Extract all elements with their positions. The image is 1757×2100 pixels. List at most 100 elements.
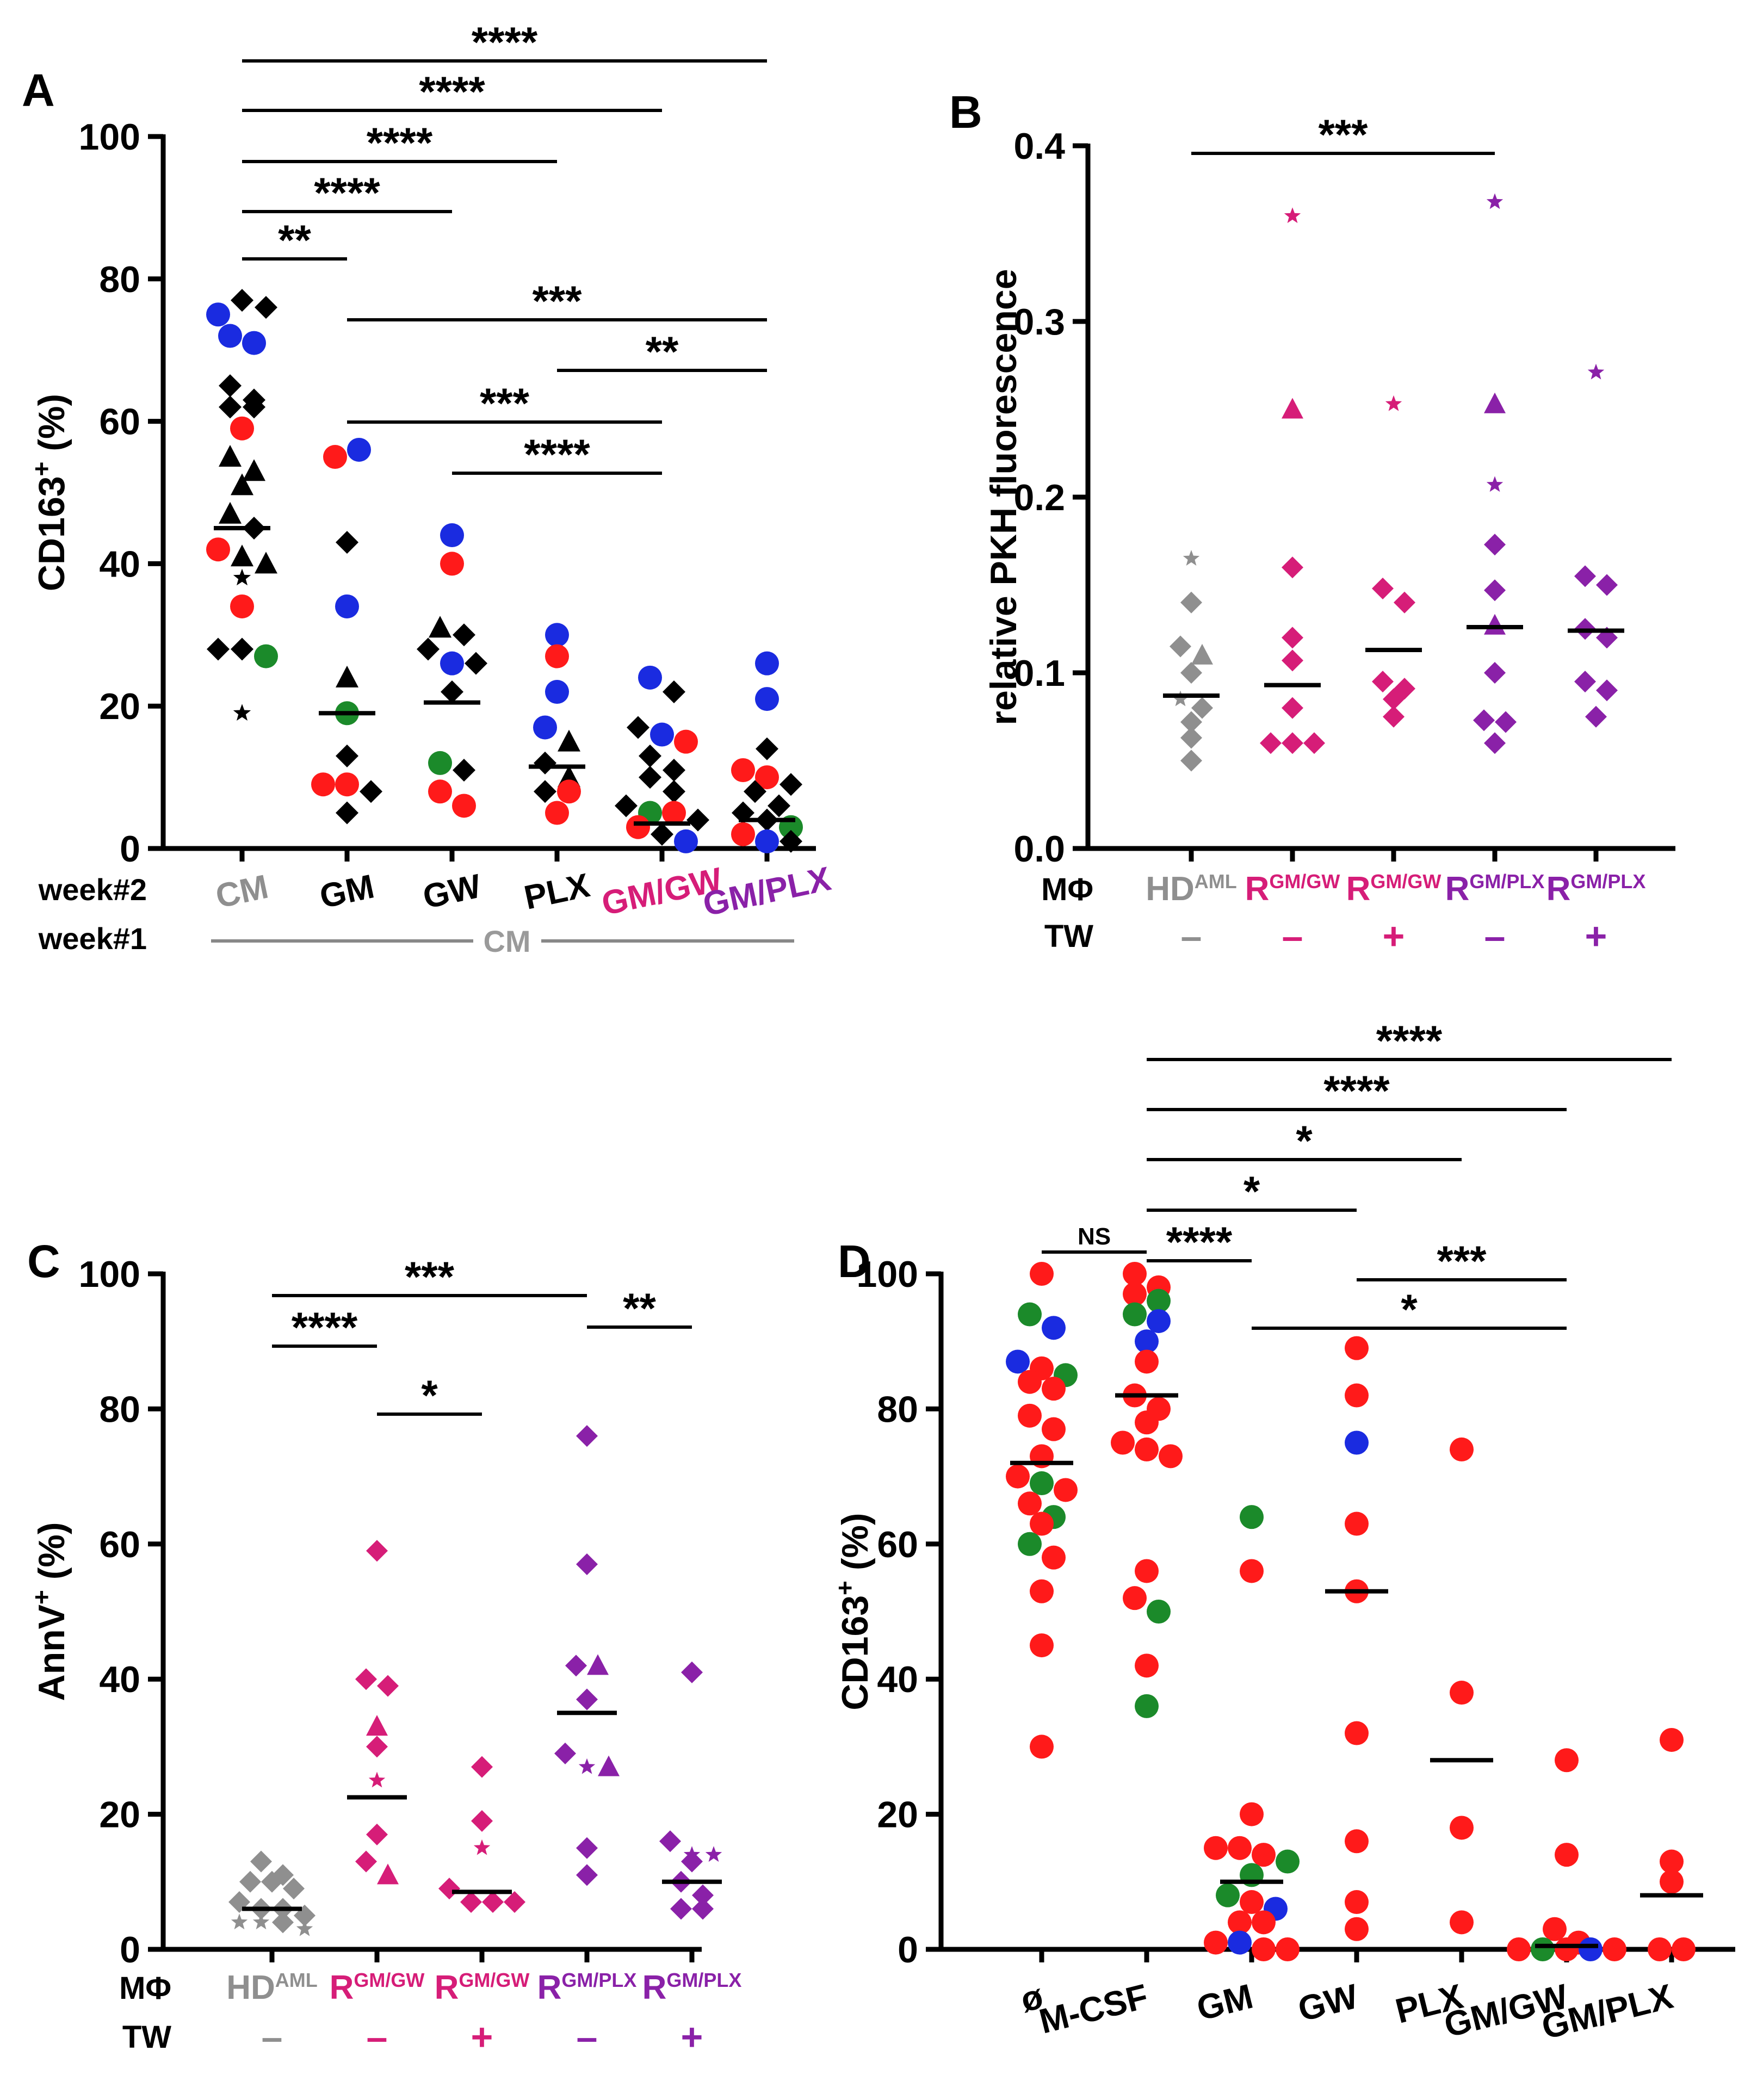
y-tick-label: 80 (99, 1389, 140, 1430)
data-point (686, 808, 709, 832)
data-point (1135, 1437, 1159, 1461)
data-point (1228, 1836, 1252, 1860)
data-point (1450, 1816, 1474, 1840)
data-point (473, 1839, 491, 1855)
data-point (252, 1913, 270, 1930)
data-point (219, 445, 242, 467)
significance-label: ** (646, 327, 679, 375)
x-category-label-sup: GM/PLX (666, 1969, 741, 1991)
data-point (377, 1675, 399, 1697)
data-point (440, 552, 464, 576)
significance-label: ** (278, 216, 311, 264)
data-point (1486, 476, 1504, 492)
data-point (1228, 1930, 1252, 1955)
data-point (731, 822, 755, 846)
data-point (335, 772, 359, 797)
data-point (1276, 1849, 1300, 1874)
data-point (755, 765, 779, 790)
data-point (1473, 709, 1495, 732)
data-point (1135, 1653, 1159, 1678)
data-point (1030, 1471, 1054, 1496)
data-point (598, 1755, 620, 1776)
data-point (1555, 1748, 1579, 1773)
data-point (626, 815, 650, 839)
data-point (1450, 1681, 1474, 1705)
data-point (545, 644, 569, 668)
data-point (670, 1898, 692, 1920)
data-point (1587, 363, 1605, 380)
data-point (1345, 1721, 1369, 1745)
data-point (1030, 1262, 1054, 1286)
significance-label: *** (532, 277, 582, 325)
data-point (1180, 749, 1202, 772)
data-point (1135, 1349, 1159, 1374)
x-category-label: RGM/GW (1346, 870, 1442, 908)
data-point (1484, 662, 1506, 684)
data-point (779, 829, 802, 853)
significance-label: **** (1323, 1067, 1390, 1114)
y-axis-label: relative PKH fluorescence (983, 269, 1024, 725)
data-point (482, 1891, 504, 1913)
x-category-label: CM (213, 868, 272, 916)
data-point (1484, 534, 1506, 556)
data-point (1484, 579, 1506, 602)
y-tick-label: 100 (79, 1254, 140, 1295)
y-tick-label: 40 (877, 1659, 918, 1700)
data-point (1135, 1559, 1159, 1583)
data-point (1183, 550, 1200, 566)
row-label-macrophage: MΦ (1041, 872, 1093, 907)
data-point (1543, 1917, 1567, 1941)
data-point (1345, 1917, 1369, 1941)
data-point (1507, 1937, 1531, 1961)
x-category-label: GW (1294, 1977, 1362, 2029)
data-point (1660, 1849, 1684, 1874)
data-point (674, 829, 698, 853)
y-tick-label: 0.4 (1013, 126, 1065, 167)
data-point (1204, 1836, 1228, 1860)
data-point (336, 744, 358, 767)
data-point (1030, 1734, 1054, 1759)
data-point (336, 665, 358, 687)
data-point (554, 1742, 576, 1764)
data-point (1180, 711, 1202, 733)
data-point (1579, 1937, 1603, 1961)
data-point (731, 758, 755, 783)
data-point (1191, 697, 1213, 719)
data-point (428, 751, 452, 775)
y-tick-label: 0 (120, 828, 140, 870)
data-point (429, 616, 451, 638)
data-point (1180, 727, 1202, 749)
data-point (207, 637, 230, 661)
data-point (1018, 1370, 1042, 1394)
data-point (504, 1891, 525, 1913)
significance-label: *** (1437, 1237, 1487, 1285)
panel-b-pkh-fluorescence: B 0.0 0.1 0.2 0.3 0.4 relative PKH fluorescenc… (949, 86, 1675, 957)
data-point (1372, 577, 1394, 599)
data-point (576, 1688, 598, 1711)
data-point (1147, 1600, 1171, 1624)
data-point (1385, 395, 1402, 411)
data-point (1276, 1937, 1300, 1961)
data-point (347, 437, 371, 462)
data-point (534, 780, 556, 803)
data-point (1135, 1410, 1159, 1435)
y-tick-label: 0 (120, 1929, 140, 1971)
x-category-label: M-CSF (1035, 1977, 1152, 2041)
x-category-label-sup: GM/GW (459, 1969, 529, 1991)
data-point (1147, 1309, 1171, 1333)
panel-label: D (838, 1236, 871, 1287)
y-tick-label: 0.2 (1013, 477, 1065, 518)
y-tick-label: 20 (877, 1794, 918, 1836)
data-point (1260, 732, 1282, 754)
data-point (206, 537, 230, 562)
data-point (1123, 1302, 1147, 1327)
data-point (1660, 1869, 1684, 1894)
tw-indicator: – (577, 2016, 598, 2058)
data-point (1018, 1491, 1042, 1516)
data-point (1303, 732, 1325, 754)
data-point (1484, 614, 1506, 635)
data-point (355, 1668, 377, 1690)
y-tick-label: 20 (99, 1794, 140, 1836)
